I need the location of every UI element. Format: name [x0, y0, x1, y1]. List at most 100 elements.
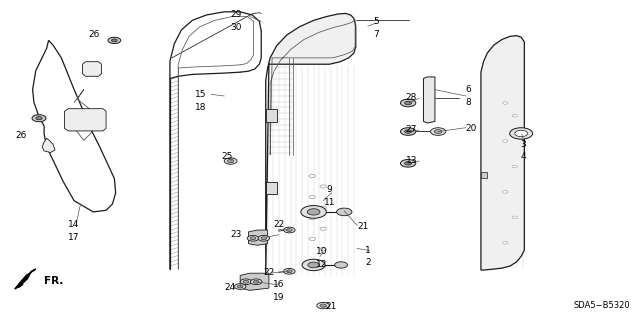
Circle shape [435, 130, 442, 133]
Polygon shape [424, 77, 435, 123]
Circle shape [308, 262, 319, 268]
Circle shape [247, 235, 259, 241]
Circle shape [335, 262, 348, 268]
Circle shape [401, 99, 416, 107]
Text: 23: 23 [230, 230, 242, 239]
Text: 22: 22 [273, 220, 284, 229]
Text: 15: 15 [195, 90, 206, 99]
Text: 4: 4 [520, 152, 526, 161]
Text: 12: 12 [316, 260, 327, 269]
Circle shape [320, 227, 326, 230]
Circle shape [234, 284, 246, 289]
Text: 30: 30 [230, 23, 242, 32]
Text: 29: 29 [230, 11, 242, 19]
Circle shape [224, 158, 237, 164]
Text: 21: 21 [357, 222, 369, 231]
Text: 6: 6 [466, 85, 471, 94]
Circle shape [512, 115, 517, 117]
Text: 2: 2 [365, 258, 371, 267]
Circle shape [512, 216, 517, 219]
Circle shape [502, 102, 508, 104]
Text: SDA5−B5320: SDA5−B5320 [573, 301, 630, 310]
Text: 22: 22 [263, 268, 275, 277]
Circle shape [512, 165, 517, 168]
Text: 5: 5 [373, 17, 379, 26]
Text: 8: 8 [466, 98, 471, 107]
Circle shape [309, 217, 316, 220]
Circle shape [309, 196, 316, 198]
Circle shape [253, 280, 259, 283]
Text: 21: 21 [325, 302, 337, 311]
Circle shape [36, 117, 42, 120]
Polygon shape [266, 109, 276, 122]
Text: 27: 27 [406, 125, 417, 134]
Circle shape [284, 227, 295, 233]
Circle shape [515, 130, 527, 137]
Circle shape [337, 208, 352, 216]
Circle shape [502, 140, 508, 142]
Text: 14: 14 [68, 220, 80, 229]
Circle shape [250, 237, 256, 240]
Circle shape [502, 241, 508, 244]
Polygon shape [240, 273, 269, 290]
Circle shape [309, 237, 316, 241]
Text: 3: 3 [520, 140, 526, 149]
Circle shape [502, 191, 508, 193]
Text: FR.: FR. [44, 276, 63, 286]
Polygon shape [42, 138, 55, 152]
Circle shape [320, 248, 326, 251]
Text: 24: 24 [225, 283, 236, 292]
Text: 9: 9 [326, 185, 332, 194]
Text: 7: 7 [373, 30, 379, 39]
Circle shape [243, 280, 249, 283]
Circle shape [509, 128, 532, 139]
Circle shape [284, 269, 295, 274]
Text: 17: 17 [68, 233, 80, 242]
Circle shape [111, 39, 117, 42]
Text: 26: 26 [88, 30, 100, 39]
Circle shape [287, 270, 292, 273]
Text: 20: 20 [466, 124, 477, 133]
Polygon shape [481, 36, 524, 270]
Circle shape [401, 128, 416, 135]
Circle shape [431, 128, 446, 135]
Circle shape [404, 162, 412, 165]
Polygon shape [481, 172, 487, 178]
Circle shape [302, 259, 325, 271]
Text: 25: 25 [221, 152, 233, 161]
Polygon shape [266, 13, 356, 276]
Circle shape [250, 279, 262, 285]
Circle shape [287, 229, 292, 232]
Circle shape [320, 304, 326, 307]
Polygon shape [33, 41, 116, 212]
Circle shape [301, 205, 326, 218]
Circle shape [320, 206, 326, 209]
Text: 19: 19 [273, 293, 284, 302]
Polygon shape [83, 62, 102, 76]
Text: 11: 11 [324, 198, 335, 207]
Text: 26: 26 [15, 131, 27, 140]
Text: 16: 16 [273, 280, 284, 289]
Text: 13: 13 [406, 156, 417, 165]
Circle shape [404, 130, 412, 133]
Circle shape [309, 174, 316, 178]
Circle shape [237, 285, 243, 288]
Circle shape [227, 160, 234, 163]
Circle shape [401, 160, 416, 167]
Text: 28: 28 [406, 93, 417, 102]
Polygon shape [248, 230, 268, 245]
Circle shape [404, 101, 412, 105]
Circle shape [240, 279, 252, 285]
Circle shape [258, 235, 269, 241]
Text: 1: 1 [365, 246, 371, 255]
Circle shape [32, 115, 46, 122]
Circle shape [261, 237, 267, 240]
Circle shape [108, 37, 121, 44]
Polygon shape [65, 109, 106, 131]
Polygon shape [266, 182, 276, 195]
Polygon shape [15, 269, 36, 289]
Circle shape [317, 302, 330, 309]
Text: 18: 18 [195, 103, 206, 112]
Circle shape [307, 209, 320, 215]
Circle shape [320, 185, 326, 188]
